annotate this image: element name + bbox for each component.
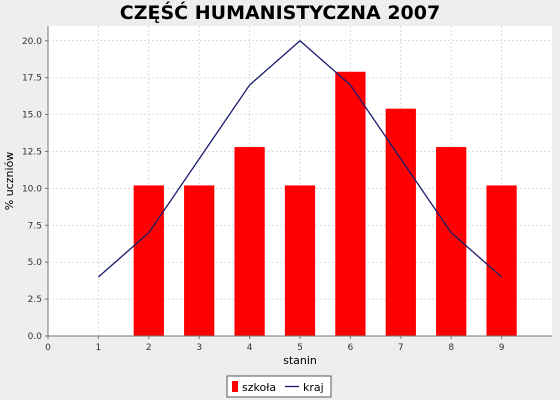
y-tick-label: 0.0 (28, 332, 43, 342)
y-tick-label: 12.5 (22, 147, 42, 157)
y-tick-label: 20.0 (22, 37, 42, 47)
legend-label-szkola: szkoła (242, 381, 276, 394)
chart-title: CZĘŚĆ HUMANISTYCZNA 2007 (120, 0, 440, 24)
bar-szkola-stanin-2 (133, 185, 164, 336)
legend-label-kraj: kraj (303, 381, 324, 394)
y-tick-label: 17.5 (22, 74, 42, 84)
y-tick-labels: 0.0 2.5 5.0 7.5 10.0 12.5 15.0 17.5 20.0 (22, 37, 42, 342)
x-axis-label: stanin (283, 354, 317, 367)
bar-szkola-stanin-9 (486, 185, 517, 336)
y-tick-label: 2.5 (28, 295, 42, 305)
y-tick-label: 15.0 (22, 111, 42, 121)
bar-series (133, 71, 517, 337)
x-tick-label: 4 (247, 343, 253, 353)
legend: szkoła kraj (226, 375, 332, 398)
y-tick-label: 5.0 (28, 258, 43, 268)
y-tick-label: 10.0 (22, 184, 42, 194)
line-series (97, 39, 503, 278)
y-axis-label: % uczniów (3, 152, 16, 211)
x-tick-label: 8 (448, 343, 454, 353)
bar-szkola-stanin-6 (335, 71, 366, 336)
x-tick-label: 2 (146, 343, 152, 353)
legend-box (226, 375, 332, 398)
legend-swatch-szkola (232, 381, 238, 392)
bar-szkola-stanin-4 (234, 147, 265, 336)
x-tick-label: 0 (45, 343, 51, 353)
x-tick-label: 6 (348, 343, 354, 353)
line-kraj (97, 39, 503, 278)
x-tick-label: 7 (398, 343, 404, 353)
x-tick-label: 9 (499, 343, 505, 353)
x-tick-labels: 0 1 2 3 4 5 6 7 8 9 (45, 343, 505, 353)
axes (45, 26, 552, 339)
bar-szkola-stanin-5 (284, 185, 316, 336)
bar-szkola-stanin-7 (385, 108, 416, 337)
x-tick-label: 5 (297, 343, 303, 353)
x-tick-label: 3 (196, 343, 202, 353)
bar-szkola-stanin-3 (184, 185, 215, 336)
x-tick-label: 1 (96, 343, 102, 353)
y-tick-label: 7.5 (28, 221, 42, 231)
